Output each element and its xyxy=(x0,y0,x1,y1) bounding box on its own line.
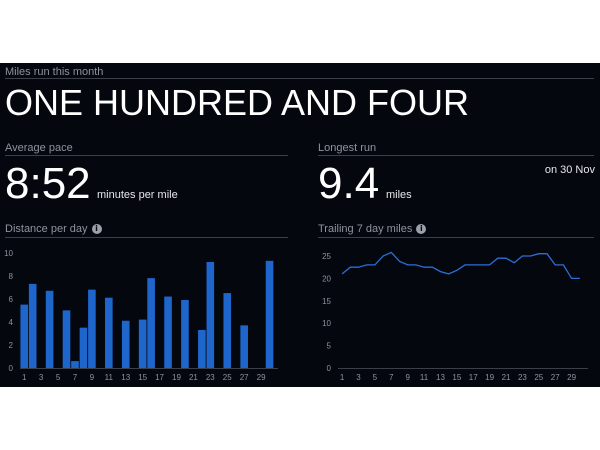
bar[interactable] xyxy=(121,320,130,368)
x-tick-label: 29 xyxy=(257,373,266,382)
trailing-chart-title: Trailing 7 day miles i xyxy=(318,223,427,235)
x-tick-label: 27 xyxy=(551,373,560,382)
bar[interactable] xyxy=(28,283,37,368)
y-tick-label: 0 xyxy=(9,364,14,373)
bar[interactable] xyxy=(20,304,29,368)
x-tick-label: 19 xyxy=(485,373,494,382)
dashboard-panel: Miles run this month ONE HUNDRED AND FOU… xyxy=(0,63,600,387)
bar[interactable] xyxy=(164,296,172,368)
x-tick-label: 5 xyxy=(373,373,378,382)
y-tick-label: 8 xyxy=(9,272,14,281)
x-tick-label: 25 xyxy=(534,373,543,382)
longest-run-unit: miles xyxy=(386,189,412,201)
x-tick-label: 21 xyxy=(502,373,511,382)
avg-pace-divider xyxy=(5,155,288,156)
distance-chart-title-text: Distance per day xyxy=(5,223,88,235)
longest-run-date: on 30 Nov xyxy=(544,164,595,176)
y-tick-label: 2 xyxy=(9,341,14,350)
x-tick-label: 29 xyxy=(567,373,576,382)
x-tick-label: 13 xyxy=(121,373,130,382)
bar[interactable] xyxy=(181,300,189,368)
bar[interactable] xyxy=(105,297,113,368)
bar[interactable] xyxy=(62,310,71,368)
x-tick-label: 23 xyxy=(518,373,527,382)
x-tick-label: 23 xyxy=(206,373,215,382)
month-divider xyxy=(5,78,594,79)
y-tick-label: 5 xyxy=(327,342,332,351)
y-tick-label: 20 xyxy=(322,274,331,283)
x-tick-label: 17 xyxy=(155,373,164,382)
series-line[interactable] xyxy=(341,251,580,280)
y-tick-label: 10 xyxy=(322,319,331,328)
month-label: Miles run this month xyxy=(5,66,104,78)
x-tick-label: 7 xyxy=(73,373,78,382)
x-tick-label: 5 xyxy=(56,373,61,382)
y-tick-label: 0 xyxy=(327,364,332,373)
x-tick-label: 7 xyxy=(389,373,394,382)
avg-pace-label: Average pace xyxy=(5,142,73,154)
x-tick-label: 19 xyxy=(172,373,181,382)
info-icon[interactable]: i xyxy=(416,224,427,234)
bar[interactable] xyxy=(45,290,54,368)
x-tick-label: 1 xyxy=(340,373,345,382)
bar[interactable] xyxy=(71,361,79,368)
bar[interactable] xyxy=(138,319,147,368)
x-tick-label: 27 xyxy=(240,373,249,382)
x-tick-label: 1 xyxy=(22,373,27,382)
longest-run-value: 9.4 xyxy=(318,159,380,208)
bar[interactable] xyxy=(198,329,206,368)
x-tick-label: 13 xyxy=(436,373,445,382)
info-icon[interactable]: i xyxy=(91,224,102,234)
x-tick-label: 21 xyxy=(189,373,198,382)
x-tick-label: 9 xyxy=(405,373,410,382)
x-tick-label: 17 xyxy=(469,373,478,382)
y-tick-label: 6 xyxy=(9,295,14,304)
avg-pace-value: 8:52 xyxy=(5,159,91,208)
bar[interactable] xyxy=(79,327,88,368)
y-tick-label: 10 xyxy=(4,249,13,258)
bar[interactable] xyxy=(206,261,215,368)
bar[interactable] xyxy=(88,289,96,368)
distance-chart-title: Distance per day i xyxy=(5,223,102,235)
bar[interactable] xyxy=(265,260,274,368)
x-tick-label: 3 xyxy=(39,373,44,382)
x-tick-label: 11 xyxy=(420,373,429,382)
trailing-chart-divider xyxy=(318,237,594,238)
x-tick-label: 15 xyxy=(138,373,147,382)
x-tick-label: 15 xyxy=(452,373,461,382)
bar[interactable] xyxy=(240,325,248,368)
bar[interactable] xyxy=(147,278,155,368)
x-tick-label: 11 xyxy=(105,373,114,382)
x-tick-label: 9 xyxy=(90,373,95,382)
trailing-chart-title-text: Trailing 7 day miles xyxy=(318,223,413,235)
month-total: ONE HUNDRED AND FOUR xyxy=(5,82,470,123)
bar[interactable] xyxy=(223,293,232,368)
y-tick-label: 4 xyxy=(9,318,14,327)
longest-run-label: Longest run xyxy=(318,142,377,154)
y-tick-label: 25 xyxy=(322,252,331,261)
distance-chart-divider xyxy=(5,237,288,238)
x-tick-label: 3 xyxy=(356,373,361,382)
longest-run-divider xyxy=(318,155,594,156)
avg-pace-unit: minutes per mile xyxy=(97,189,178,201)
y-tick-label: 15 xyxy=(322,297,331,306)
x-tick-label: 25 xyxy=(223,373,232,382)
